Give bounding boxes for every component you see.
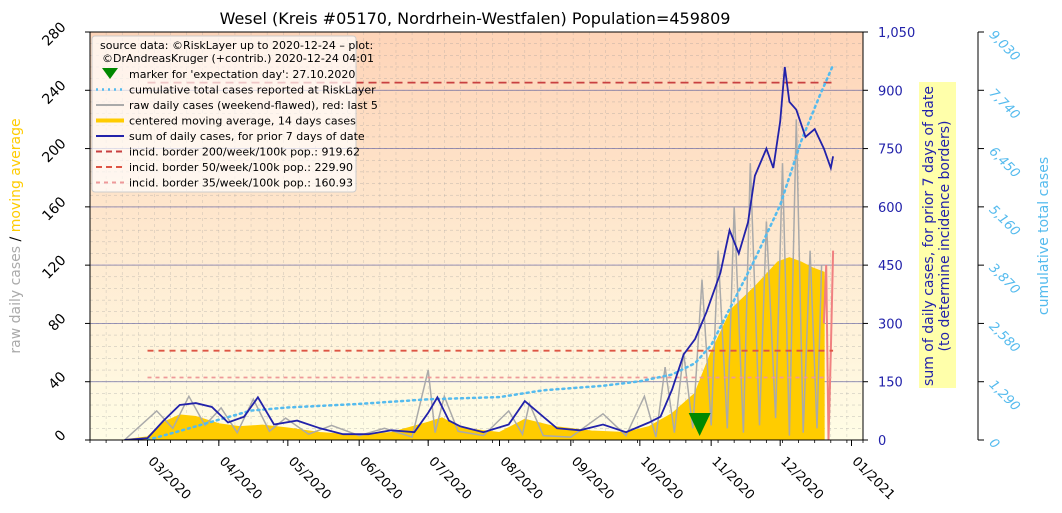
legend-entries: marker for 'expectation day': 27.10.2020… — [96, 68, 378, 190]
legend-entry-label: incid. border 200/week/100k pop.: 919.62 — [129, 146, 360, 159]
cum-tick-label: 0 — [986, 436, 1002, 452]
x-tick-label: 11/2020 — [708, 454, 757, 503]
x-tick-label: 08/2020 — [497, 454, 546, 503]
right-tick-label: 1,050 — [878, 26, 915, 41]
left-tick-label: 280 — [39, 19, 69, 49]
cum-axis-label: cumulative total cases — [1036, 157, 1052, 315]
legend-entry-label: raw daily cases (weekend-flawed), red: l… — [129, 99, 378, 112]
legend-entry-label: marker for 'expectation day': 27.10.2020 — [129, 68, 355, 81]
right-tick-label: 300 — [878, 317, 903, 332]
right-axis-ticks: 0 150 300 450 600 750 900 1,050 — [863, 26, 915, 449]
svg-text:raw daily cases /: raw daily cases / moving average — [8, 118, 24, 353]
svg-text:cumulative total cases: cumulative total cases — [1036, 157, 1052, 315]
left-tick-label: 40 — [46, 369, 70, 393]
left-label-raw: raw daily cases — [8, 246, 24, 354]
right-tick-label: 0 — [878, 434, 886, 449]
x-tick-label: 10/2020 — [637, 454, 686, 503]
legend-entry-label: incid. border 50/week/100k pop.: 229.90 — [129, 161, 353, 174]
left-label-avg: moving average — [8, 118, 24, 232]
cum-tick-label: 5,160 — [986, 203, 1023, 240]
cum-tick-label: 6,450 — [986, 144, 1023, 181]
left-axis-label: raw daily cases / moving average — [8, 118, 24, 353]
cum-tick-label: 7,740 — [986, 86, 1023, 123]
x-tick-label: 04/2020 — [216, 454, 265, 503]
left-tick-label: 160 — [39, 194, 69, 224]
cum-tick-label: 1,290 — [986, 377, 1023, 414]
x-tick-label: 07/2020 — [425, 454, 474, 503]
legend-source-line1: source data: ©RiskLayer up to 2020-12-24… — [100, 39, 373, 52]
x-axis-ticks: 03/2020 04/2020 05/2020 06/2020 07/2020 08/20… — [89, 440, 898, 503]
right-axis-label-line1: sum of daily cases, for prior 7 days of … — [921, 86, 937, 386]
x-tick-label: 12/2020 — [777, 454, 826, 503]
right-tick-label: 150 — [878, 376, 903, 391]
legend-marker-icon — [102, 68, 118, 79]
x-tick-label: 05/2020 — [285, 454, 334, 503]
left-tick-label: 0 — [52, 427, 70, 445]
left-tick-label: 240 — [39, 78, 69, 108]
right-axis-label-line2: (to determine incidence borders) — [937, 121, 953, 352]
legend-source-line2: ©DrAndreasKruger (+contrib.) 2020-12-24 … — [102, 52, 374, 65]
expectation-day-marker — [688, 413, 711, 436]
right-tick-label: 750 — [878, 143, 903, 158]
left-tick-label: 80 — [46, 311, 70, 335]
legend-entry-label: sum of daily cases, for prior 7 days of … — [129, 130, 365, 143]
x-tick-label: 03/2020 — [145, 454, 194, 503]
x-tick-label: 06/2020 — [356, 454, 405, 503]
legend-box — [91, 35, 357, 193]
right-axis-label-box — [919, 82, 956, 388]
x-tick-label: 01/2021 — [849, 454, 898, 503]
right-tick-label: 450 — [878, 259, 903, 274]
right-tick-label: 900 — [878, 84, 903, 99]
right-tick-label: 600 — [878, 201, 903, 216]
chart-title: Wesel (Kreis #05170, Nordrhein-Westfalen… — [220, 9, 731, 28]
raw-daily-cases-line — [123, 119, 823, 440]
legend-entry-label: incid. border 35/week/100k pop.: 160.93 — [129, 177, 353, 190]
raw-daily-last5-line — [822, 250, 835, 440]
legend-entry-label: centered moving average, 14 days cases — [129, 115, 356, 128]
cum-axis-ticks: 0 1,290 2,580 3,870 5,160 6,450 7,740 9,030 — [978, 28, 1023, 452]
left-axis-ticks: 0 40 80 120 160 200 240 280 — [39, 19, 90, 445]
legend: source data: ©RiskLayer up to 2020-12-24… — [91, 35, 378, 193]
cumulative-cases-line — [146, 63, 835, 440]
weekly-sum-line — [124, 66, 834, 440]
cum-tick-label: 9,030 — [986, 28, 1023, 65]
left-label-separator: / — [8, 236, 24, 241]
cum-tick-label: 3,870 — [986, 261, 1023, 298]
legend-entry-label: cumulative total cases reported at RiskL… — [129, 84, 376, 97]
cum-tick-label: 2,580 — [986, 319, 1023, 356]
right-axis-label: sum of daily cases, for prior 7 days of … — [921, 86, 953, 386]
left-tick-label: 120 — [39, 252, 69, 282]
left-tick-label: 200 — [39, 136, 69, 166]
x-tick-label: 09/2020 — [568, 454, 617, 503]
